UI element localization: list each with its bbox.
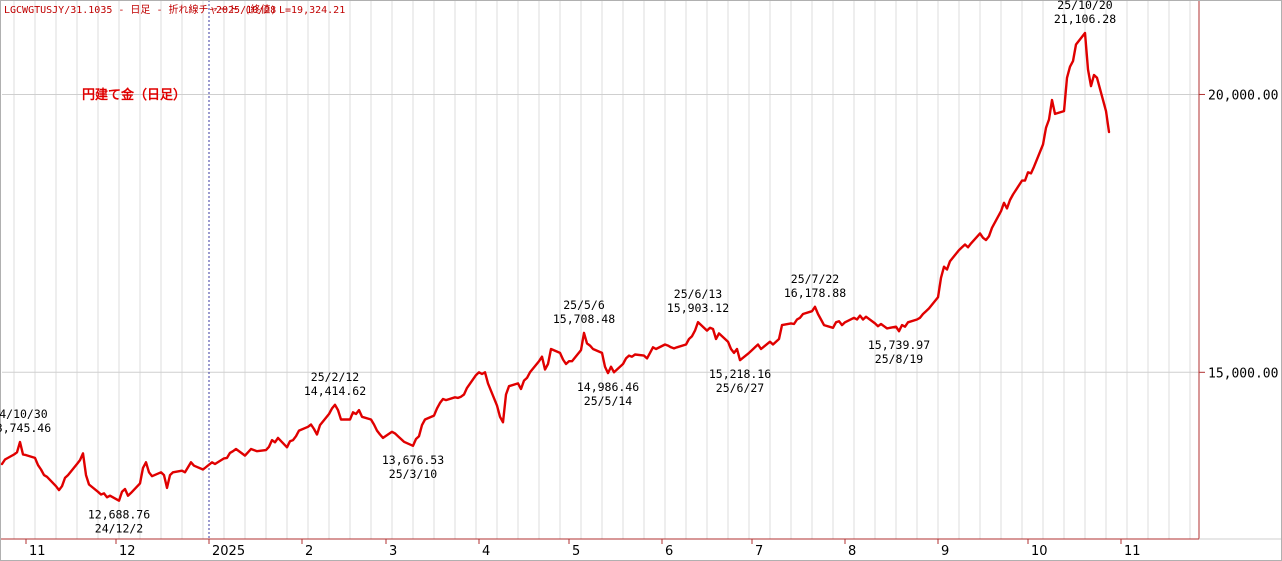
annotation-line2: 21,106.28 [1054,12,1116,26]
x-tick-labels: 11 12 2025 2 3 4 5 6 7 8 9 10 11 [25,539,1141,559]
annotation: 25/5/615,708.48 [553,298,615,326]
annotation-line1: 25/2/12 [311,370,359,384]
annotation-line2: 16,178.88 [784,286,846,300]
annotation-line1: 25/10/20 [1057,0,1112,12]
price-line [0,31,1111,502]
x-tick-label: 2025 [212,544,245,559]
x-tick-label: 9 [941,544,949,559]
header-symbol: LGCWGTUSJY/31.1035 - 日足 - 折れ線チャート (終値) [4,3,276,16]
x-tick-label: 10 [1031,544,1048,559]
annotation-line1: 14,986.46 [577,380,639,394]
x-tick-label: 7 [755,544,763,559]
x-tick-label: 5 [572,544,580,559]
annotation-line1: 25/7/22 [791,272,839,286]
annotation-line2: 25/3/10 [389,467,438,481]
chart-title: 円建て金（日足） [82,87,186,103]
series-line [0,31,1111,502]
y-tick-label: 15,000.00 [1208,366,1278,381]
header-last-value: L=19,324.21 [279,5,345,16]
x-tick-label: 6 [665,544,673,559]
annotation-line2: 13,745.46 [0,421,51,435]
annotation-line1: 12,688.76 [88,508,150,522]
x-tick-label: 11 [1124,544,1141,559]
annotation-line2: 15,708.48 [553,312,615,326]
annotation-line2: 15,903.12 [667,301,729,315]
annotation-line2: 25/5/14 [584,394,633,408]
x-tick-label: 2 [305,544,313,559]
annotation-line2: 25/8/19 [875,352,924,366]
annotation-line2: 24/12/2 [95,522,143,536]
annotation-line1: 15,218.16 [709,367,771,381]
annotation-line1: 15,739.97 [868,338,930,352]
annotation-line1: 24/10/30 [0,407,48,421]
header-date: 2025/10/28 [216,5,276,16]
x-tick-label: 12 [119,544,136,559]
annotation-line1: 25/6/13 [674,287,723,301]
annotation-line1: 25/5/6 [563,298,605,312]
grid [2,0,1199,539]
annotation: 24/10/3013,745.46 [0,407,51,435]
x-tick-label: 11 [29,544,46,559]
annotation-line2: 25/6/27 [716,381,765,395]
annotation-line2: 14,414.62 [304,384,366,398]
x-tick-label: 8 [848,544,856,559]
annotation-line1: 13,676.53 [382,453,444,467]
x-tick-label: 3 [389,544,397,559]
y-tick-label: 20,000.00 [1208,88,1278,103]
y-tick-labels: 15,000.00 20,000.00 [1199,88,1278,381]
x-tick-label: 4 [482,544,490,559]
